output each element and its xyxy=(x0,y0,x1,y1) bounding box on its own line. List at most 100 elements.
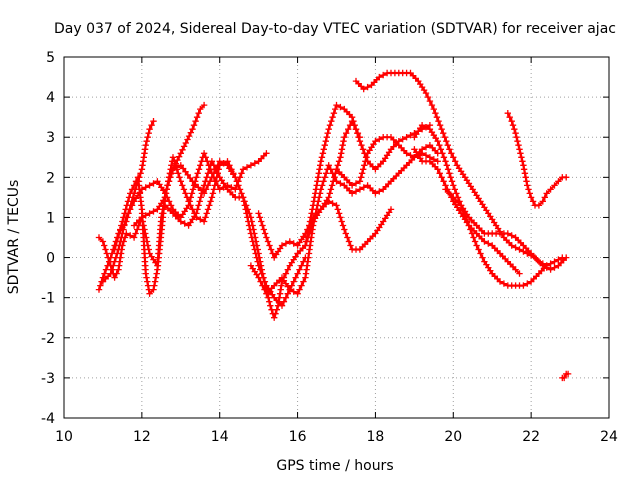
plus-marker xyxy=(115,230,123,237)
plus-marker xyxy=(551,258,558,265)
plus-marker xyxy=(508,118,515,125)
plus-marker xyxy=(197,216,204,223)
plus-marker xyxy=(256,214,264,221)
plus-marker xyxy=(166,170,174,177)
plus-marker xyxy=(235,182,242,189)
plus-marker xyxy=(517,150,524,157)
plus-marker xyxy=(446,170,453,177)
plus-marker xyxy=(101,270,108,277)
plus-marker xyxy=(332,105,339,113)
plus-marker xyxy=(428,101,436,109)
plus-marker xyxy=(504,110,511,117)
plus-marker xyxy=(564,370,572,378)
plus-marker xyxy=(150,208,157,215)
plus-marker xyxy=(119,218,126,225)
plus-marker xyxy=(334,162,341,169)
plus-marker xyxy=(138,214,146,221)
plus-marker xyxy=(238,190,245,197)
plus-marker xyxy=(102,246,109,253)
plus-marker xyxy=(200,218,208,225)
plot-frame xyxy=(63,56,610,419)
plus-marker xyxy=(422,152,430,159)
plus-marker xyxy=(318,154,326,161)
plus-marker xyxy=(523,178,530,185)
plus-marker xyxy=(298,282,305,289)
plus-marker xyxy=(194,206,201,213)
plus-marker xyxy=(263,150,270,157)
plus-marker xyxy=(422,124,430,131)
plus-marker xyxy=(232,174,239,181)
plus-marker xyxy=(338,218,345,225)
plus-marker xyxy=(290,278,297,285)
plus-marker xyxy=(284,290,291,297)
plus-marker xyxy=(312,190,319,197)
series-s9 xyxy=(294,101,434,257)
plus-marker xyxy=(142,184,149,191)
plus-marker xyxy=(187,202,194,209)
plus-marker xyxy=(251,230,258,237)
plus-marker xyxy=(442,158,449,165)
plus-marker xyxy=(189,178,196,185)
plus-marker xyxy=(328,182,336,189)
plus-marker xyxy=(212,178,219,185)
plus-marker xyxy=(195,166,203,173)
plus-marker xyxy=(120,214,127,221)
plus-marker xyxy=(263,234,270,241)
plus-marker xyxy=(338,150,345,157)
plus-marker xyxy=(286,238,293,245)
plus-marker xyxy=(326,122,334,129)
plus-marker xyxy=(202,214,209,221)
plus-marker xyxy=(260,226,267,233)
plus-marker xyxy=(347,242,354,249)
plus-marker xyxy=(175,170,182,177)
x-tick-label: 20 xyxy=(444,429,462,445)
plus-marker xyxy=(551,264,558,271)
plus-marker xyxy=(328,118,335,125)
plus-marker xyxy=(330,110,338,117)
plus-marker xyxy=(108,266,116,273)
plus-marker xyxy=(329,200,336,207)
plus-marker xyxy=(521,170,529,177)
plus-marker xyxy=(284,266,291,273)
plus-marker xyxy=(319,182,326,189)
plus-marker xyxy=(140,154,147,161)
plus-marker xyxy=(250,226,257,233)
plus-marker xyxy=(203,210,210,217)
plus-marker xyxy=(352,180,360,187)
series-s11 xyxy=(333,118,364,173)
plus-marker xyxy=(356,134,364,141)
plus-marker xyxy=(143,138,150,145)
plus-marker xyxy=(258,266,265,273)
plus-marker xyxy=(172,162,179,169)
plus-marker xyxy=(292,274,299,281)
plus-marker xyxy=(239,166,247,173)
plus-marker xyxy=(337,103,344,111)
plus-marker xyxy=(216,162,223,169)
x-tick-label: 16 xyxy=(289,429,307,445)
plus-marker xyxy=(290,288,297,295)
plus-marker xyxy=(434,166,441,173)
plus-marker xyxy=(248,218,255,225)
plus-marker xyxy=(376,136,383,143)
plus-marker xyxy=(514,138,521,145)
plus-marker xyxy=(313,182,320,189)
plus-marker xyxy=(208,194,216,201)
plus-marker xyxy=(326,190,333,197)
plus-marker xyxy=(342,230,349,237)
plus-marker xyxy=(364,83,371,91)
plus-marker xyxy=(335,210,343,217)
y-tick-label: -1 xyxy=(41,291,55,307)
plus-marker xyxy=(257,262,265,269)
plus-marker xyxy=(302,242,309,249)
plus-marker xyxy=(247,214,255,221)
plus-marker xyxy=(543,190,550,197)
plus-marker xyxy=(436,142,443,149)
plus-marker xyxy=(535,258,543,265)
plus-marker xyxy=(236,186,244,193)
plus-marker xyxy=(195,110,202,117)
plus-marker xyxy=(101,242,108,249)
plus-marker xyxy=(114,234,122,241)
plus-marker xyxy=(111,258,118,265)
plus-marker xyxy=(539,260,546,267)
